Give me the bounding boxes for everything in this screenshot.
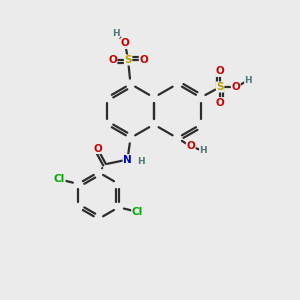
Text: H: H <box>200 146 207 155</box>
Text: H: H <box>137 157 145 166</box>
Text: O: O <box>216 98 224 108</box>
Text: O: O <box>93 143 102 154</box>
Text: N: N <box>123 154 132 165</box>
Text: O: O <box>216 66 224 76</box>
Text: O: O <box>186 141 195 152</box>
Text: O: O <box>231 82 240 92</box>
Text: S: S <box>216 82 224 92</box>
Text: S: S <box>124 55 132 65</box>
Text: H: H <box>244 76 252 85</box>
Text: Cl: Cl <box>54 174 65 184</box>
Text: H: H <box>112 28 120 38</box>
Text: O: O <box>139 55 148 65</box>
Text: O: O <box>121 38 130 49</box>
Text: O: O <box>108 55 117 65</box>
Text: Cl: Cl <box>132 207 143 217</box>
